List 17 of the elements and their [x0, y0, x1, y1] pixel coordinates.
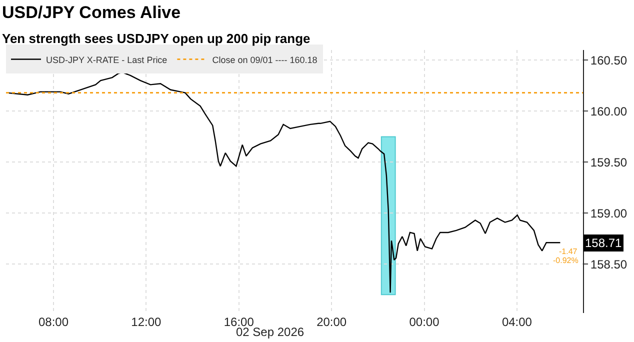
legend-label: Close on 09/01 ---- 160.18	[212, 54, 318, 65]
chart-title: USD/JPY Comes Alive	[2, 3, 181, 22]
x-tick-label: 12:00	[131, 315, 162, 329]
x-tick-label: 04:00	[502, 315, 532, 329]
x-tick-label: 08:00	[38, 315, 69, 329]
legend-label: USD-JPY X-RATE - Last Price	[46, 54, 168, 65]
chart-subtitle: Yen strength sees USDJPY open up 200 pip range	[2, 31, 310, 46]
annotation: -1.47	[559, 247, 578, 256]
text: 158.71	[585, 236, 622, 250]
y-tick-label: 160.00	[590, 104, 628, 118]
y-tick-label: 160.50	[590, 53, 628, 68]
annotation: -0.92%	[553, 256, 578, 265]
y-tick-label: 158.50	[590, 257, 628, 272]
x-tick-label: 20:00	[316, 315, 347, 329]
x-tick-label: 00:00	[409, 315, 440, 329]
y-tick-label: 159.00	[590, 206, 628, 220]
y-tick-label: 159.50	[590, 155, 628, 170]
